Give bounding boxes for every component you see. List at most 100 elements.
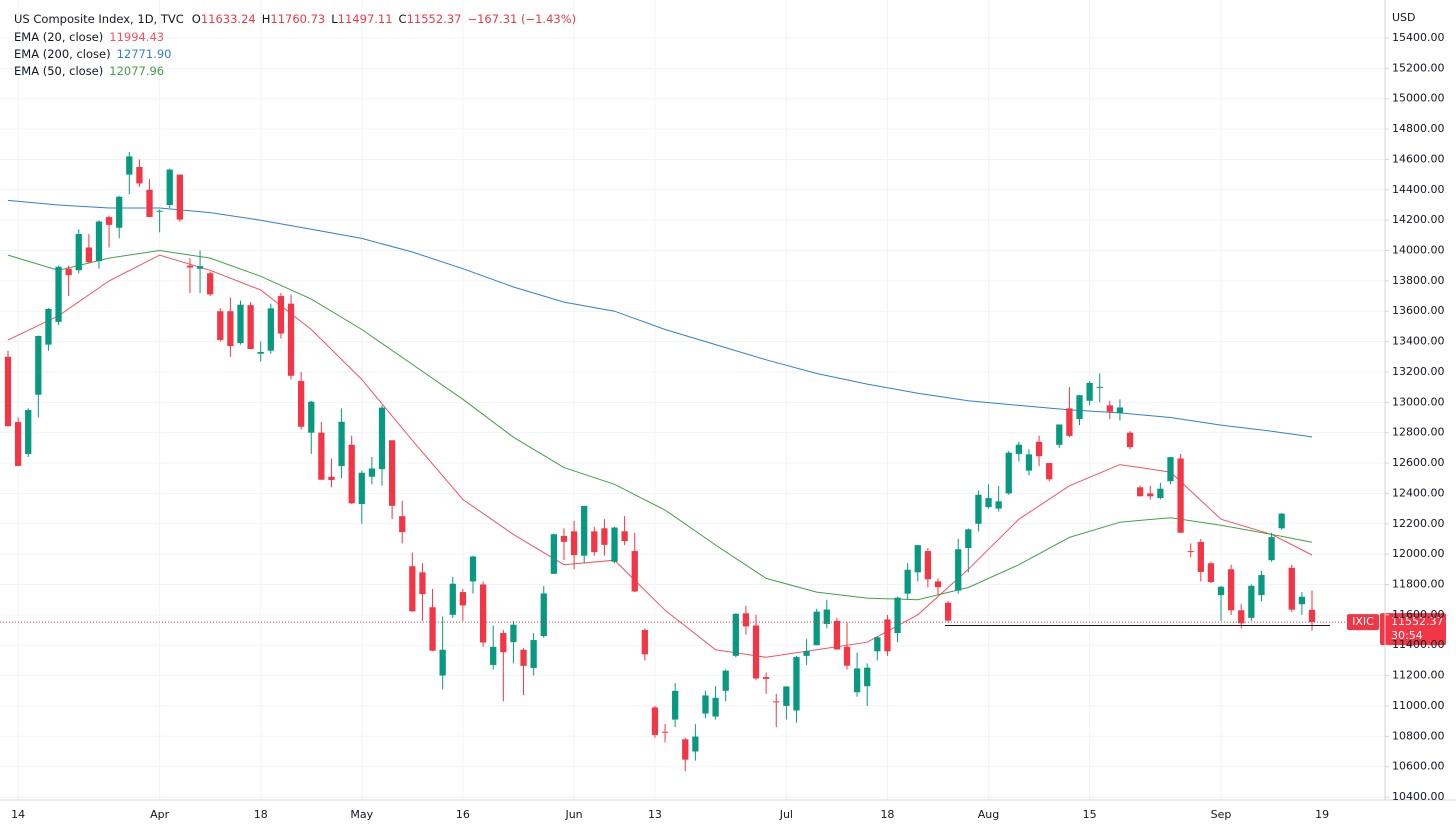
y-tick-label: 13000.00 xyxy=(1392,395,1445,408)
countdown: 30:54 xyxy=(1391,629,1423,642)
ohlc-letter: O xyxy=(192,12,201,26)
candle-body xyxy=(459,592,467,606)
candle-body xyxy=(864,667,871,687)
candle-body xyxy=(378,407,386,470)
candle-body xyxy=(318,432,325,480)
candle-body xyxy=(14,422,22,466)
candle-body xyxy=(934,581,942,588)
y-tick-label: 13200.00 xyxy=(1392,365,1445,378)
candle-body xyxy=(348,444,355,504)
candle-body xyxy=(1238,610,1245,624)
y-tick-label: 12200.00 xyxy=(1392,517,1445,530)
candle-body xyxy=(1187,551,1194,553)
ohlc-letter: L xyxy=(331,12,338,26)
candle-body xyxy=(267,308,274,351)
header: US Composite Index, 1D, TVC O11633.24 H117… xyxy=(14,12,576,26)
candle-body xyxy=(1005,452,1012,494)
candle-body xyxy=(1116,407,1124,413)
y-tick-label: 14400.00 xyxy=(1392,183,1445,196)
candle-body xyxy=(853,668,861,693)
candle-body xyxy=(196,266,204,269)
candle-body xyxy=(399,516,406,533)
candle-body xyxy=(328,476,335,481)
high-value: 11760.73 xyxy=(270,12,325,26)
candle-body xyxy=(823,609,830,624)
candle-body xyxy=(955,549,962,591)
ticker-label: IXIC xyxy=(1352,615,1374,628)
legend-value: 11994.43 xyxy=(109,30,164,44)
candle-body xyxy=(712,697,719,717)
candle-body xyxy=(530,640,537,668)
candle-body xyxy=(1137,487,1144,497)
candle-body xyxy=(1086,382,1093,401)
x-tick-label: Apr xyxy=(150,808,170,821)
y-tick-label: 14800.00 xyxy=(1392,122,1445,135)
candle-body xyxy=(429,607,436,651)
candle-body xyxy=(591,531,598,553)
candle-body xyxy=(1227,569,1235,611)
candle-body xyxy=(1025,454,1033,471)
candle-body xyxy=(65,268,72,276)
candle-body xyxy=(692,736,699,752)
candle-body xyxy=(621,531,628,542)
candle-body xyxy=(1197,541,1204,572)
candle-body xyxy=(550,534,557,574)
candle-body xyxy=(682,739,689,760)
title: US Composite Index, 1D, TVC xyxy=(14,12,184,26)
candle-body xyxy=(702,695,709,714)
candle-body xyxy=(116,196,123,228)
candle-body xyxy=(388,440,396,506)
grid xyxy=(0,0,1385,800)
candle-body xyxy=(783,686,790,706)
candle-body xyxy=(105,217,113,225)
y-tick-label: 13400.00 xyxy=(1392,335,1445,348)
y-tick-label: 12600.00 xyxy=(1392,456,1445,469)
legend-name: EMA (50, close) xyxy=(14,64,103,78)
y-tick-label: 11200.00 xyxy=(1392,669,1445,682)
candle-body xyxy=(1096,386,1103,388)
candle-body xyxy=(479,584,487,643)
x-tick-label: Aug xyxy=(978,808,999,821)
candle-body xyxy=(1268,537,1275,561)
legend-name: EMA (200, close) xyxy=(14,47,111,61)
candle-body xyxy=(1298,596,1306,605)
candle-body xyxy=(975,494,982,524)
candle-body xyxy=(773,701,780,703)
x-tick-label: 13 xyxy=(648,808,662,821)
candle-body xyxy=(308,401,315,433)
candle-body xyxy=(207,273,214,295)
x-tick-label: Jul xyxy=(779,808,793,821)
candle-body xyxy=(439,649,446,676)
candle-body xyxy=(1066,408,1073,436)
ema-line xyxy=(7,249,1313,601)
candle-body xyxy=(651,707,659,735)
candle-body xyxy=(924,551,932,580)
candle-body xyxy=(1258,575,1265,596)
candle-body xyxy=(995,501,1002,509)
candle-body xyxy=(510,624,517,643)
candle-body xyxy=(277,296,285,334)
y-tick-label: 15400.00 xyxy=(1392,31,1445,44)
candle-body xyxy=(500,633,507,653)
candle-body xyxy=(176,174,183,220)
candle-body xyxy=(520,649,527,666)
legend-entry: EMA (50, close) 12077.96 xyxy=(14,64,164,78)
y-tick-label: 11000.00 xyxy=(1392,699,1445,712)
ohlc-letter: C xyxy=(399,12,407,26)
candle-body xyxy=(1035,441,1043,457)
candle-body xyxy=(469,556,477,582)
candle-body xyxy=(217,311,224,340)
candle-body xyxy=(1207,563,1215,583)
candle-body xyxy=(186,265,194,268)
close-value: 11552.37 xyxy=(407,12,462,26)
ohlc-letter: H xyxy=(262,12,271,26)
candle-body xyxy=(358,472,365,505)
candle-body xyxy=(672,690,679,720)
candle-body xyxy=(227,311,234,347)
candle-body xyxy=(247,305,254,350)
y-tick-label: 12000.00 xyxy=(1392,547,1445,560)
candle-body xyxy=(1308,609,1316,623)
candle-body xyxy=(136,167,143,184)
x-tick-label: Jun xyxy=(564,808,582,821)
